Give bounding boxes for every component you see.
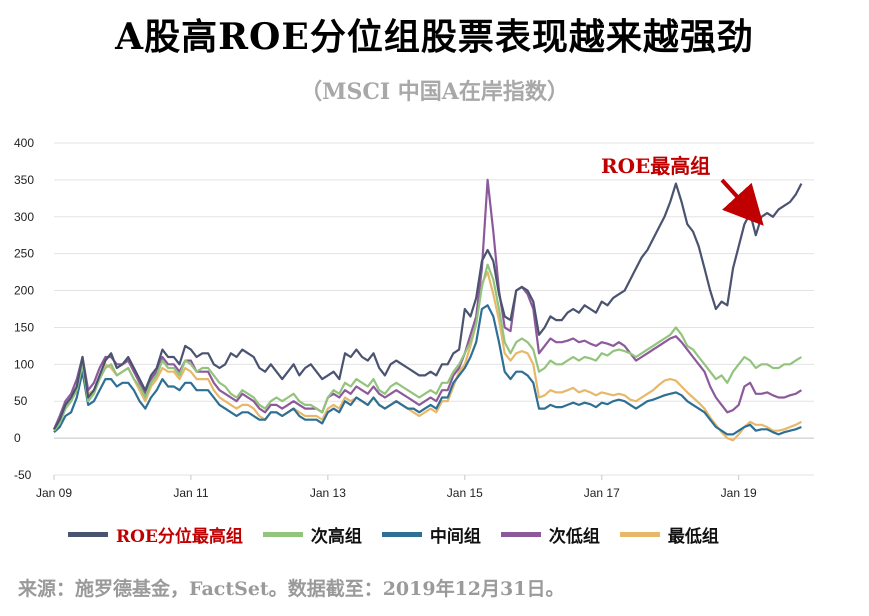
x-tick-label: Jan 17	[584, 486, 620, 500]
series-line-4	[53, 271, 802, 442]
y-tick-label: 250	[14, 247, 34, 261]
legend-swatch	[381, 532, 422, 537]
y-tick-label: -50	[14, 468, 32, 482]
legend-label: ROE分位最高组	[116, 527, 243, 547]
legend-swatch	[500, 532, 541, 537]
y-tick-label: 400	[14, 136, 34, 150]
x-tick-label: Jan 13	[310, 486, 346, 500]
axes: -50 0 50 100 150 200 250 300 350 400 Jan 09 Jan 11 J…	[14, 136, 814, 500]
source-note: 来源：施罗德基金，FactSet。数据截至：2019年12月31日。	[18, 578, 565, 600]
x-tick-label: Jan 11	[173, 486, 208, 500]
legend-label: 次高组	[310, 527, 362, 547]
series-line-2	[53, 304, 802, 436]
y-tick-label: 150	[14, 320, 34, 334]
y-tick-label: 350	[14, 173, 34, 187]
legend-swatch	[619, 532, 660, 537]
legend-label: 最低组	[667, 527, 719, 547]
legend-item-3: 次低组	[500, 522, 600, 547]
annotation-arrow	[720, 178, 764, 226]
series-line-1	[53, 263, 802, 432]
legend-item-1: 次高组	[262, 522, 362, 547]
y-tick-label: 50	[14, 394, 28, 408]
y-tick-label: 100	[14, 357, 34, 371]
legend-swatch	[262, 532, 303, 537]
series-line-0	[53, 182, 803, 430]
legend-item-0: ROE分位最高组	[68, 522, 243, 547]
legend-item-4: 最低组	[619, 522, 719, 547]
y-tick-label: 0	[14, 431, 21, 445]
series-line-3	[52, 178, 802, 430]
legend-swatch	[68, 532, 108, 537]
series-lines	[52, 178, 803, 442]
x-tick-label: Jan 15	[447, 486, 483, 500]
chart-subtitle: （MSCI 中国A在岸指数）	[300, 79, 569, 105]
x-tick-label: Jan 09	[36, 486, 72, 500]
legend-item-2: 中间组	[381, 522, 481, 547]
legend-label: 中间组	[429, 527, 481, 547]
gridlines	[54, 142, 814, 476]
y-tick-label: 200	[14, 284, 34, 298]
annotation-label: ROE最高组	[601, 154, 711, 178]
x-tick-label: Jan 19	[721, 486, 757, 500]
y-tick-label: 300	[14, 210, 34, 224]
legend: ROE分位最高组 次高组 中间组 次低组 最低组	[68, 522, 868, 547]
chart-title: A股高ROE分位组股票表现越来越强劲	[115, 16, 754, 58]
legend-label: 次低组	[548, 527, 600, 547]
